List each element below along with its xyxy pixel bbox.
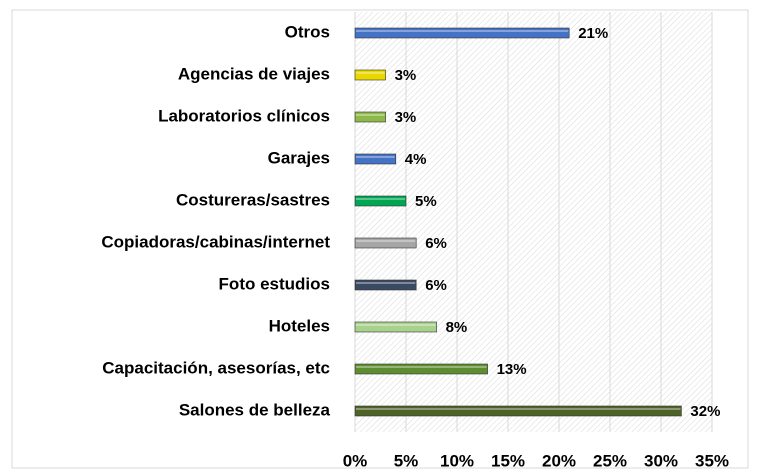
bar xyxy=(354,153,397,165)
x-tick-label: 30% xyxy=(644,451,678,470)
x-tick-label: 0% xyxy=(343,451,368,470)
y-tick-label: Costureras/sastres xyxy=(176,190,330,209)
y-tick-label: Garajes xyxy=(268,148,330,167)
bar xyxy=(354,195,407,207)
value-label: 32% xyxy=(690,403,720,420)
bar-highlight xyxy=(356,30,569,32)
chart-frame xyxy=(11,9,749,469)
bar xyxy=(354,69,386,81)
x-tick-label: 15% xyxy=(491,451,525,470)
plot-area xyxy=(355,12,712,432)
value-label: 8% xyxy=(446,319,468,336)
y-tick-label: Salones de belleza xyxy=(179,400,331,419)
y-tick-label: Capacitación, asesorías, etc xyxy=(102,358,330,377)
y-tick-label: Foto estudios xyxy=(219,274,330,293)
y-tick-label: Otros xyxy=(285,22,330,41)
value-label: 6% xyxy=(425,235,447,252)
value-label: 3% xyxy=(395,109,417,126)
bar xyxy=(354,405,682,417)
value-label: 3% xyxy=(395,67,417,84)
value-label: 21% xyxy=(578,25,608,42)
y-tick-label: Agencias de viajes xyxy=(178,64,330,83)
bar-highlight xyxy=(356,282,416,284)
bar-highlight xyxy=(356,198,405,200)
bar xyxy=(354,321,437,333)
x-tick-label: 20% xyxy=(542,451,576,470)
value-label: 13% xyxy=(497,361,527,378)
bar-highlight xyxy=(356,240,416,242)
bar xyxy=(354,111,386,123)
bar-highlight xyxy=(356,324,436,326)
y-tick-label: Laboratorios clínicos xyxy=(158,106,330,125)
value-label: 6% xyxy=(425,277,447,294)
x-tick-label: 35% xyxy=(695,451,729,470)
bar-highlight xyxy=(356,72,385,74)
bar xyxy=(354,27,570,39)
value-label: 4% xyxy=(405,151,427,168)
x-tick-label: 5% xyxy=(394,451,419,470)
bar-highlight xyxy=(356,156,395,158)
bar-highlight xyxy=(356,114,385,116)
y-tick-label: Hoteles xyxy=(269,316,330,335)
value-label: 5% xyxy=(415,193,437,210)
x-tick-label: 10% xyxy=(440,451,474,470)
bar xyxy=(354,237,417,249)
bar-highlight xyxy=(356,366,487,368)
y-tick-label: Copiadoras/cabinas/internet xyxy=(101,232,330,251)
x-tick-label: 25% xyxy=(593,451,627,470)
bar xyxy=(354,279,417,291)
bar xyxy=(354,363,488,375)
bar-highlight xyxy=(356,408,681,410)
